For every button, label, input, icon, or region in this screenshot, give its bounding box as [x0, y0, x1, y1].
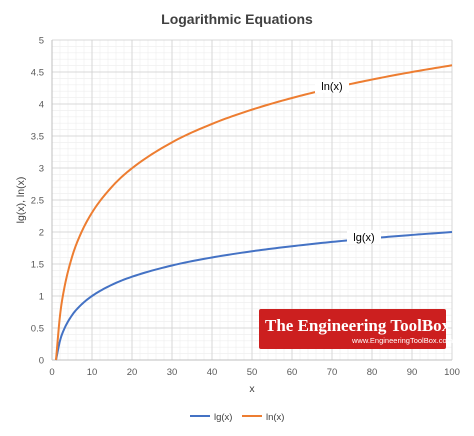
x-tick-label: 100	[444, 367, 460, 378]
watermark-url: www.EngineeringToolBox.com	[351, 336, 453, 345]
series-line-ln-x	[55, 64, 453, 361]
watermark-title: The Engineering ToolBox	[265, 316, 451, 335]
axes	[51, 40, 452, 361]
x-tick-label: 70	[327, 367, 338, 378]
x-tick-label: 30	[167, 367, 178, 378]
x-tick-label: 80	[367, 367, 378, 378]
y-tick-label: 2.5	[31, 196, 44, 207]
annotation-label-ln-x: ln(x)	[321, 81, 342, 93]
x-tick-label: 0	[49, 367, 54, 378]
y-tick-label: 3	[39, 164, 44, 175]
legend-label-ln: ln(x)	[266, 412, 284, 423]
x-axis-label: x	[249, 383, 255, 395]
y-tick-label: 0.5	[31, 324, 44, 335]
x-tick-label: 90	[407, 367, 418, 378]
annotation-label-lg-x: lg(x)	[353, 232, 374, 244]
watermark: The Engineering ToolBox www.EngineeringT…	[259, 309, 453, 349]
x-tick-label: 50	[247, 367, 258, 378]
y-tick-label: 0	[39, 356, 44, 367]
y-axis-label: lg(x), ln(x)	[15, 177, 27, 224]
y-tick-label: 1.5	[31, 260, 44, 271]
legend: lg(x) ln(x)	[190, 412, 284, 423]
y-tick-label: 4	[39, 100, 44, 111]
annotation-background-ln-x	[315, 79, 349, 94]
legend-label-lg: lg(x)	[214, 412, 232, 423]
y-tick-label: 4.5	[31, 68, 44, 79]
watermark-background	[259, 309, 446, 349]
x-tick-label: 10	[87, 367, 98, 378]
y-tick-label: 5	[39, 36, 44, 47]
y-tick-label: 1	[39, 292, 44, 303]
x-tick-label: 40	[207, 367, 218, 378]
y-tick-label: 2	[39, 228, 44, 239]
chart-title: Logarithmic Equations	[161, 11, 313, 27]
x-tick-label: 20	[127, 367, 138, 378]
tick-layer: 0 10 20 30 40 50 60 70 80 90 100 0 0.5 1 1.5 2 2.5 3 3.5 4 4…	[31, 36, 460, 379]
annotation-background-lg-x	[347, 229, 381, 244]
y-tick-label: 3.5	[31, 132, 44, 143]
series-layer: lg(x) ln(x)	[55, 64, 453, 361]
x-tick-label: 60	[287, 367, 298, 378]
